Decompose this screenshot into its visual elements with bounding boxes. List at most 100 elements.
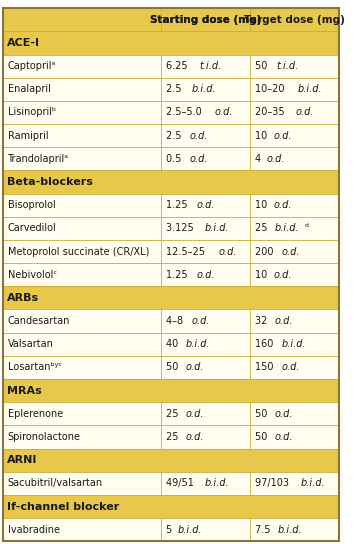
Text: b.i.d.: b.i.d. (178, 525, 202, 535)
Text: Trandolaprilᵃ: Trandolaprilᵃ (7, 154, 69, 164)
Bar (250, 263, 338, 286)
Bar (4, 286, 338, 310)
Bar (250, 147, 338, 170)
Text: o.d.: o.d. (185, 409, 204, 419)
Text: 10: 10 (255, 270, 270, 280)
Text: 3.125: 3.125 (166, 224, 197, 233)
Bar (161, 217, 250, 240)
Bar (161, 194, 250, 217)
Bar (4, 263, 161, 286)
Text: 1.25: 1.25 (166, 200, 191, 210)
Text: 32: 32 (255, 316, 270, 326)
Bar (250, 217, 338, 240)
Bar (161, 310, 250, 333)
Text: 49/51: 49/51 (166, 478, 197, 489)
Bar (4, 425, 161, 449)
Text: b.i.d.: b.i.d. (278, 525, 303, 535)
Bar (161, 8, 250, 32)
Text: 4–8: 4–8 (166, 316, 186, 326)
Text: Target dose (mg): Target dose (mg) (244, 15, 344, 24)
Text: Candesartan: Candesartan (7, 316, 70, 326)
Text: 50: 50 (166, 362, 182, 373)
Text: 0.5: 0.5 (166, 154, 184, 164)
Text: If-channel blocker: If-channel blocker (7, 502, 119, 511)
Bar (4, 356, 161, 379)
Text: b.i.d.: b.i.d. (205, 224, 229, 233)
Bar (250, 472, 338, 495)
Text: b.i.d.: b.i.d. (298, 84, 322, 94)
Bar (161, 356, 250, 379)
Text: 150: 150 (255, 362, 276, 373)
Bar (4, 32, 338, 54)
Text: b.i.d.: b.i.d. (282, 339, 306, 349)
Text: 2.5: 2.5 (166, 131, 185, 141)
Text: 160: 160 (255, 339, 276, 349)
Text: Spironolactone: Spironolactone (7, 432, 80, 442)
Bar (250, 8, 338, 32)
Text: 50: 50 (255, 409, 270, 419)
Text: Sacubitril/valsartan: Sacubitril/valsartan (7, 478, 103, 489)
Bar (4, 495, 338, 518)
Text: b.i.d.: b.i.d. (185, 339, 210, 349)
Bar (4, 101, 161, 124)
Text: Nebivololᶜ: Nebivololᶜ (7, 270, 57, 280)
Bar (161, 333, 250, 356)
Bar (161, 240, 250, 263)
Text: 1.25: 1.25 (166, 270, 191, 280)
Text: Valsartan: Valsartan (7, 339, 53, 349)
Text: o.d.: o.d. (296, 108, 314, 118)
Text: 20–35: 20–35 (255, 108, 287, 118)
Bar (4, 333, 161, 356)
Text: b.i.d.: b.i.d. (205, 478, 229, 489)
Text: o.d.: o.d. (282, 246, 300, 257)
Text: o.d.: o.d. (185, 432, 204, 442)
Text: o.d.: o.d. (185, 362, 204, 373)
Bar (250, 78, 338, 101)
Text: o.d.: o.d. (191, 316, 210, 326)
Text: o.d.: o.d. (274, 409, 293, 419)
Text: 2.5: 2.5 (166, 84, 187, 94)
Text: o.d.: o.d. (274, 270, 292, 280)
Bar (4, 194, 161, 217)
Text: Eplerenone: Eplerenone (7, 409, 63, 419)
Text: 50: 50 (255, 432, 270, 442)
Text: Ramipril: Ramipril (7, 131, 48, 141)
Text: b.i.d.: b.i.d. (301, 478, 326, 489)
Bar (4, 402, 161, 425)
Text: Lisinoprilᵇ: Lisinoprilᵇ (7, 108, 56, 118)
Bar (4, 472, 161, 495)
Text: 7.5: 7.5 (255, 525, 274, 535)
Text: o.d.: o.d. (282, 362, 300, 373)
Text: 10: 10 (255, 131, 270, 141)
Text: 10: 10 (255, 200, 270, 210)
Text: Starting dose (mg): Starting dose (mg) (150, 15, 261, 24)
Text: 97/103: 97/103 (255, 478, 292, 489)
Text: 6.25 ⁠: 6.25 ⁠ (166, 61, 193, 71)
Bar (161, 124, 250, 147)
Bar (4, 78, 161, 101)
Bar (250, 101, 338, 124)
Text: t.i.d.: t.i.d. (277, 61, 299, 71)
Text: b.i.d.: b.i.d. (274, 224, 299, 233)
Text: Captoprilᵃ: Captoprilᵃ (7, 61, 56, 71)
Text: 10–20: 10–20 (255, 84, 290, 94)
Bar (161, 518, 250, 541)
Bar (250, 54, 338, 78)
Text: o.d.: o.d. (274, 131, 292, 141)
Bar (4, 518, 161, 541)
Text: Losartanᵇʸᶜ: Losartanᵇʸᶜ (7, 362, 61, 373)
Text: Beta-blockers: Beta-blockers (7, 177, 93, 187)
Text: MRAs: MRAs (7, 386, 41, 395)
Text: 5: 5 (166, 525, 176, 535)
Bar (250, 356, 338, 379)
Text: ARNI: ARNI (7, 455, 37, 465)
Bar (161, 147, 250, 170)
Text: o.d.: o.d. (274, 200, 292, 210)
Bar (250, 425, 338, 449)
Bar (4, 124, 161, 147)
Bar (250, 194, 338, 217)
Text: ARBs: ARBs (7, 293, 39, 303)
Bar (250, 310, 338, 333)
Text: o.d.: o.d. (266, 154, 285, 164)
Text: o.d.: o.d. (189, 131, 208, 141)
